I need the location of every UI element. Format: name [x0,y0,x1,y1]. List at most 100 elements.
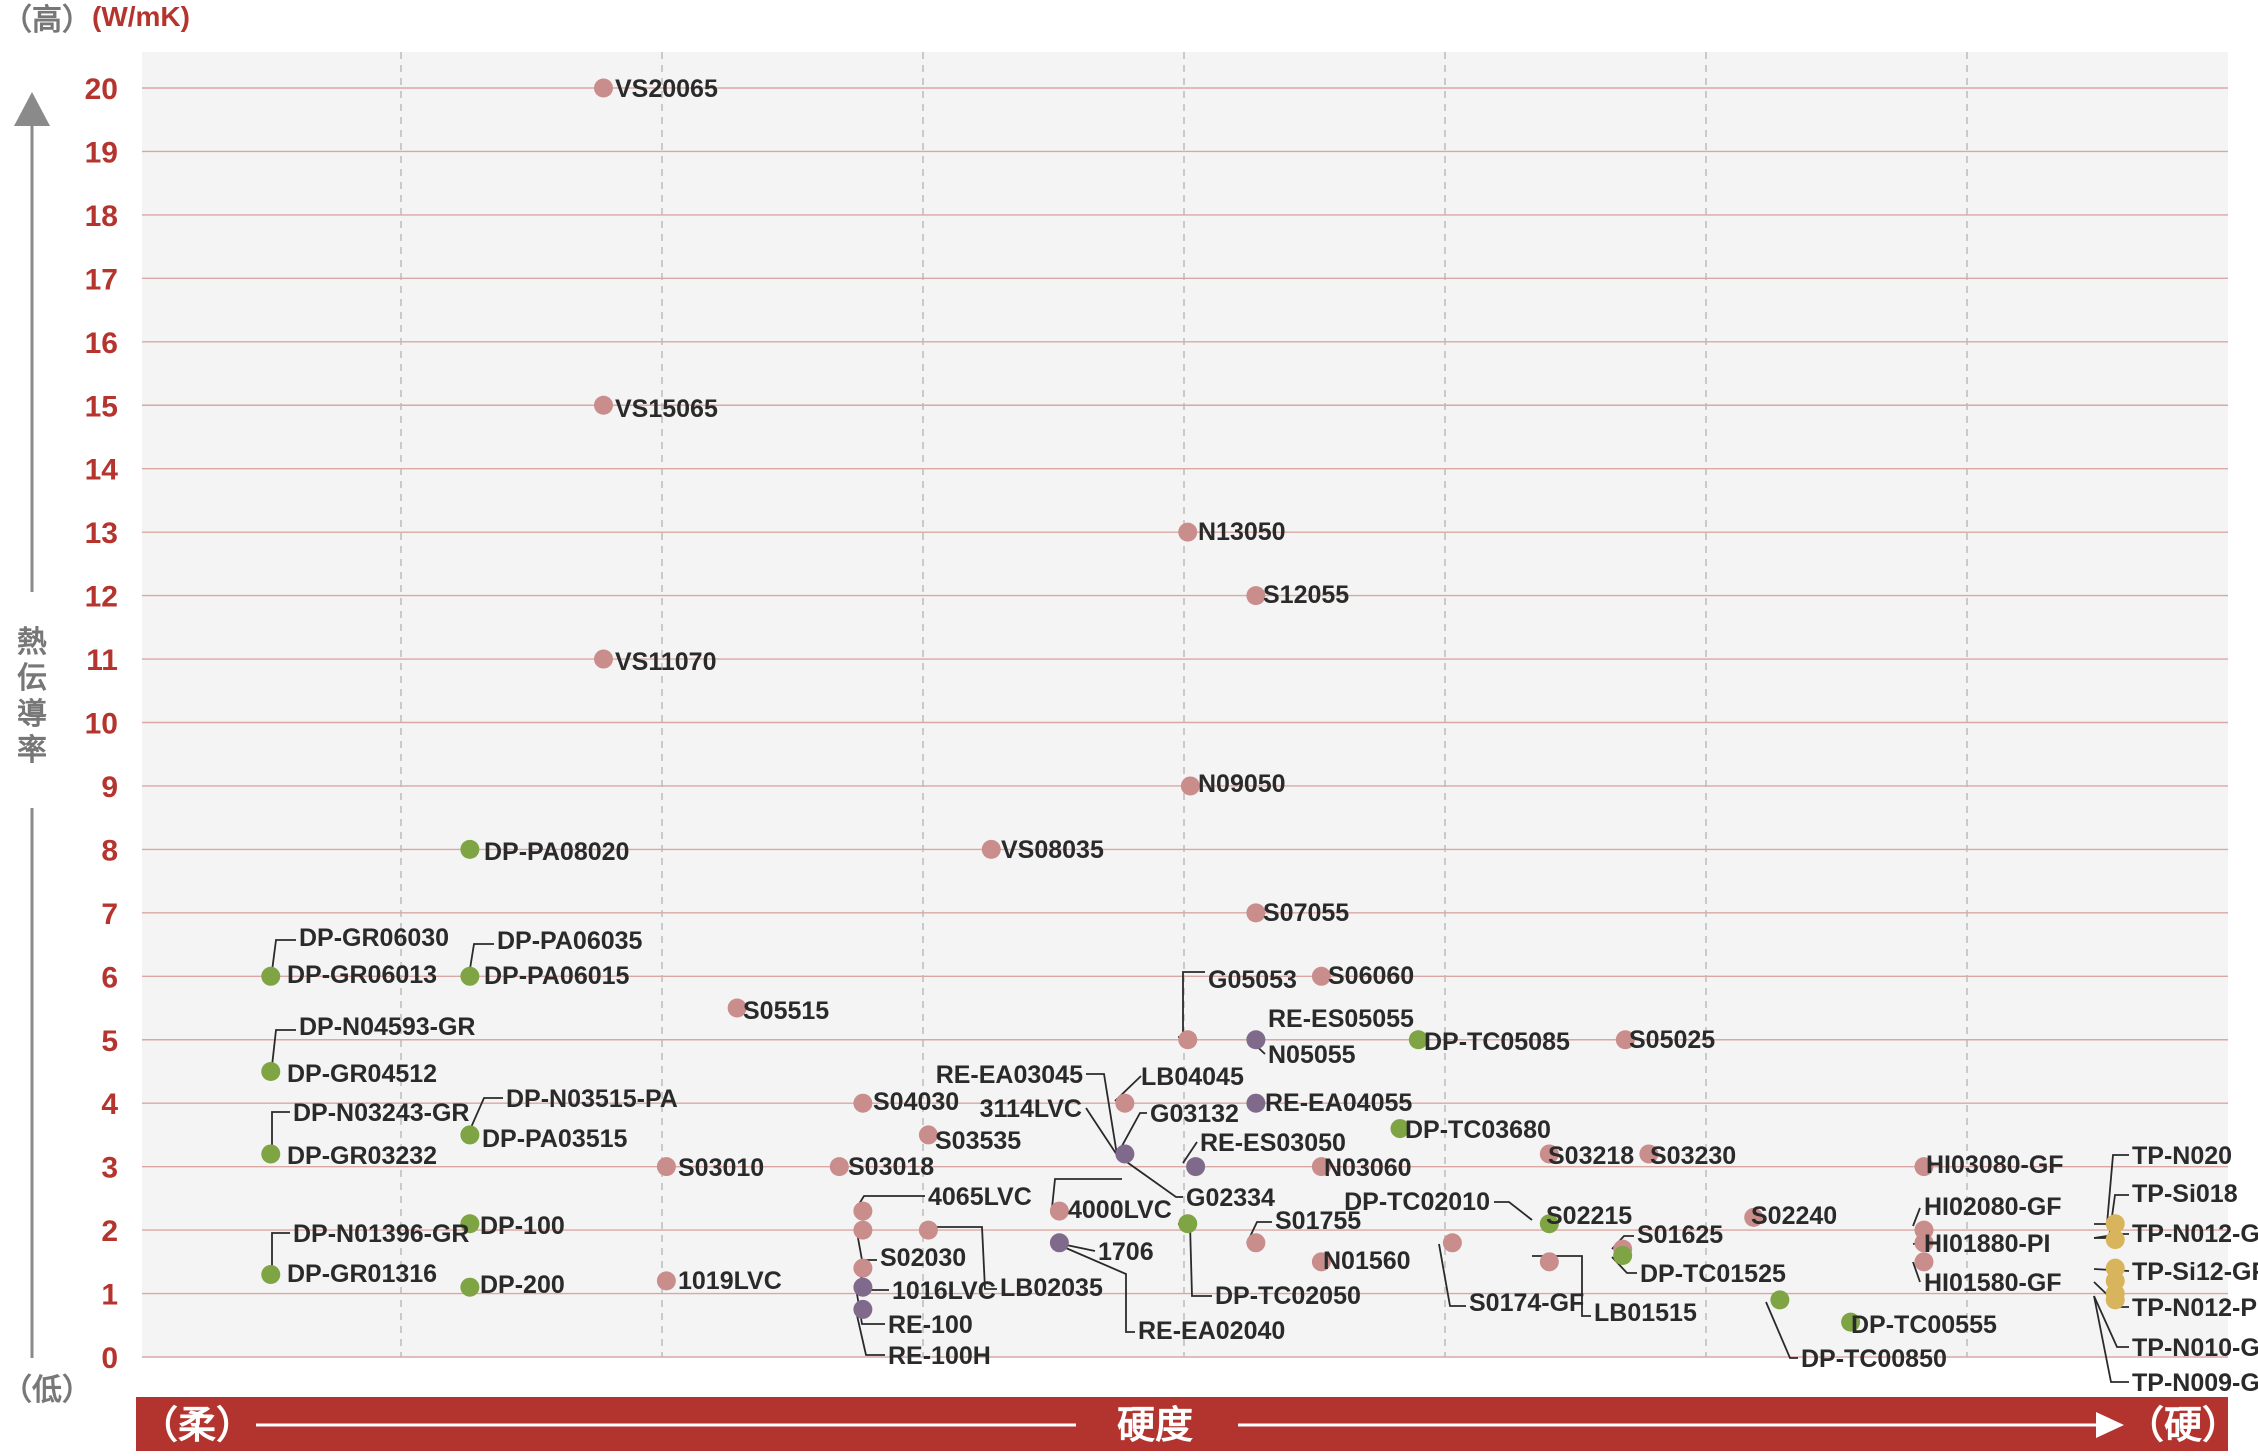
point-label: S01755 [1275,1207,1361,1235]
point-label: S01625 [1637,1221,1723,1249]
point-label: S03010 [678,1154,764,1182]
y-tick-label: 15 [85,390,118,423]
data-point [1539,1144,1559,1164]
point-label: S05515 [743,997,829,1025]
y-tick-label: 5 [101,1025,118,1058]
data-point [853,1220,873,1240]
point-label: 1706 [1098,1238,1154,1266]
point-label: VS20065 [615,75,718,103]
point-label: DP-TC02050 [1215,1282,1361,1310]
point-label: HI02080-GF [1924,1193,2062,1221]
point-label: RE-100H [888,1342,991,1370]
data-point [1246,1030,1266,1050]
y-tick-label: 11 [86,644,118,677]
y-tick-label: 19 [85,136,118,169]
data-point [727,998,747,1018]
data-point [2105,1290,2125,1310]
point-label: DP-PA06035 [497,927,643,955]
y-tick-label: 17 [85,263,118,296]
leader-line [2093,1295,2129,1383]
point-label: VS15065 [615,395,718,423]
y-tick-label: 12 [85,581,118,614]
point-label: S03018 [848,1153,934,1181]
data-point [1246,903,1266,923]
point-label: DP-TC00555 [1851,1311,1997,1339]
leader-line [1182,1141,1198,1164]
data-point [1311,1252,1331,1272]
point-label: DP-N01396-GR [293,1220,469,1248]
point-label: DP-PA06015 [484,962,630,990]
data-point [1744,1207,1764,1227]
point-label: S02240 [1751,1202,1837,1230]
data-point [1180,776,1200,796]
point-label: DP-GR04512 [287,1060,437,1088]
y-tick-label: 6 [101,961,118,994]
point-label: DP-PA08020 [484,838,629,866]
leader-line [855,1310,885,1356]
point-label: VS11070 [615,648,717,676]
point-label: DP-TC01525 [1640,1260,1786,1288]
data-point [1770,1290,1790,1310]
data-point [981,839,1001,859]
point-label: DP-PA03515 [482,1125,628,1153]
data-point [1539,1214,1559,1234]
data-point [594,649,613,669]
leader-line [1912,1207,1921,1227]
leader-line [1051,1178,1122,1209]
data-point [1246,586,1266,606]
y-axis-label-char: 導 [17,698,47,731]
y-low-label: （低） [2,1373,92,1407]
y-tick-label: 16 [85,327,118,360]
data-point [261,1061,281,1081]
point-label: DP-TC03680 [1405,1116,1551,1144]
point-label: TP-N020 [2132,1142,2232,1170]
point-label: N05055 [1268,1041,1356,1069]
leader-line [855,1287,885,1325]
data-point [1539,1252,1559,1272]
leader-line [1532,1255,1591,1317]
data-point [1311,966,1331,986]
point-label: DP-TC00850 [1801,1345,1947,1373]
point-label: S07055 [1263,899,1349,927]
point-label: S03535 [935,1127,1021,1155]
data-point [460,1214,480,1234]
data-point [656,1157,676,1177]
data-point [2105,1230,2125,1250]
data-point [594,78,613,98]
data-point [1408,1030,1428,1050]
data-point [1615,1030,1635,1050]
point-label: TP-Si018 [2132,1180,2238,1208]
y-tick-label: 7 [101,898,118,931]
point-label: DP-GR06013 [287,961,437,989]
leader-line [1494,1201,1533,1221]
point-label: TP-N010-GF [2132,1334,2258,1362]
point-label: S05025 [1629,1026,1715,1054]
point-label: RE-100 [888,1311,973,1339]
point-label: S02030 [880,1244,966,1272]
data-point [460,839,480,859]
y-axis-label-char: 熱 [17,626,47,659]
y-unit-label: (W/mK) [92,1,190,32]
point-label: RE-EA02040 [1138,1317,1285,1345]
point-label: DP-GR03232 [287,1142,437,1170]
data-point [1246,1233,1266,1253]
point-label: 1019LVC [678,1267,782,1295]
leader-line [1765,1301,1798,1359]
point-label: RE-EA03045 [936,1061,1083,1089]
y-tick-label: 20 [85,73,118,106]
data-point [1390,1119,1410,1139]
data-point [1186,1157,1206,1177]
point-label: DP-TC05085 [1424,1028,1570,1056]
data-point [1246,1093,1266,1113]
data-point [829,1157,849,1177]
data-point [1049,1201,1069,1221]
y-axis-label-char: 伝 [17,662,47,695]
y-tick-label: 13 [85,517,118,550]
plot-area [142,52,2228,1357]
y-axis-label-char: 率 [17,734,47,767]
point-label: TP-N012-GF [2132,1220,2258,1248]
point-label: DP-TC02010 [1344,1188,1490,1216]
data-point [261,966,281,986]
